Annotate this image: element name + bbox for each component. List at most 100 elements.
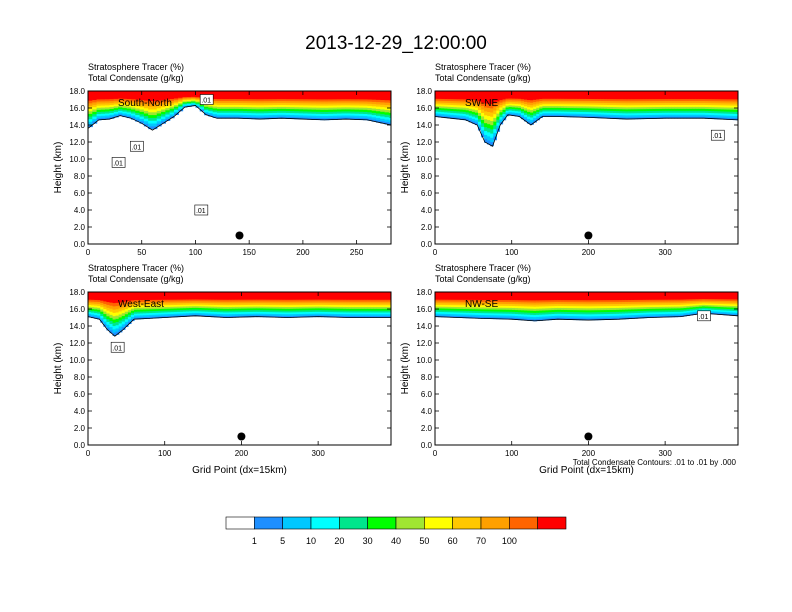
tracer-cell	[302, 100, 308, 104]
tracer-cell	[717, 114, 721, 118]
tracer-cell	[278, 301, 282, 304]
tracer-cell	[385, 313, 390, 317]
tracer-cell	[341, 102, 347, 106]
tracer-cell	[514, 309, 519, 313]
tracer-cell	[646, 112, 651, 116]
tracer-cell	[226, 299, 230, 302]
tracer-cell	[471, 314, 476, 317]
tracer-cell	[302, 98, 308, 102]
tracer-cell	[563, 113, 568, 116]
tracer-cell	[471, 312, 476, 315]
tracer-cell	[376, 308, 381, 311]
tracer-cell	[637, 314, 642, 317]
tracer-cell	[582, 111, 586, 114]
tracer-cell	[658, 311, 663, 315]
tracer-cell	[625, 303, 629, 306]
tracer-cell	[514, 307, 519, 311]
tracer-cell	[380, 104, 386, 108]
tracer-cell	[566, 105, 571, 109]
tracer-cell	[484, 91, 488, 104]
tracer-cell	[441, 292, 445, 300]
tracer-cell	[701, 307, 706, 310]
tracer-cell	[345, 315, 350, 318]
tracer-cell	[609, 299, 614, 303]
tracer-cell	[456, 304, 461, 308]
tracer-cell	[625, 307, 629, 310]
tracer-cell	[167, 306, 172, 309]
tracer-cell	[695, 292, 700, 300]
tracer-cell	[566, 299, 571, 303]
contour-label-box	[199, 94, 214, 105]
tracer-cell	[143, 105, 149, 109]
tracer-cell	[126, 110, 132, 113]
tracer-cell	[275, 306, 279, 309]
tracer-cell	[735, 302, 738, 305]
tracer-cell	[493, 311, 497, 314]
tracer-cell	[216, 304, 221, 307]
tracer-cell	[619, 315, 623, 318]
tracer-cell	[447, 108, 451, 111]
tracer-cell	[520, 91, 525, 100]
tracer-cell	[143, 100, 149, 104]
tracer-cell	[548, 301, 553, 305]
tracer-cell	[474, 117, 479, 121]
y-axis-label: Height (km)	[53, 343, 64, 395]
tracer-cell	[161, 303, 166, 306]
tracer-cell	[192, 292, 196, 300]
tracer-cell	[643, 292, 648, 300]
tracer-cell	[465, 101, 470, 104]
tracer-cell	[265, 292, 270, 300]
tracer-cell	[729, 105, 734, 108]
tracer-cell	[170, 315, 175, 318]
tracer-cell	[726, 103, 731, 106]
tracer-cell	[517, 305, 522, 309]
tracer-cell	[453, 108, 458, 112]
tracer-cell	[474, 107, 479, 111]
tracer-cell	[640, 316, 645, 319]
tracer-cell	[576, 105, 580, 109]
tracer-cell	[619, 98, 623, 102]
tracer-cell	[514, 108, 519, 112]
tracer-cell	[363, 117, 368, 121]
tracer-cell	[616, 116, 620, 120]
tracer-cell	[307, 98, 313, 102]
tracer-cell	[609, 112, 614, 115]
tracer-cell	[477, 307, 482, 310]
tracer-cell	[156, 100, 162, 104]
tracer-cell	[468, 112, 473, 116]
tracer-cell	[499, 311, 504, 314]
tracer-cell	[296, 292, 301, 300]
tracer-cell	[591, 313, 596, 317]
tracer-cell	[570, 109, 574, 112]
tracer-cell	[502, 311, 507, 314]
tracer-cell	[345, 310, 350, 313]
tracer-cell	[557, 100, 562, 103]
tracer-cell	[658, 313, 663, 316]
tracer-cell	[198, 310, 203, 314]
tracer-cell	[499, 91, 504, 101]
tracer-cell	[130, 102, 136, 106]
tracer-cell	[238, 104, 244, 107]
tracer-cell	[579, 301, 583, 305]
tracer-cell	[450, 114, 455, 117]
tracer-cell	[729, 115, 734, 118]
tracer-cell	[662, 106, 666, 109]
tracer-cell	[628, 305, 632, 308]
tracer-cell	[259, 112, 265, 116]
tracer-cell	[658, 100, 663, 104]
tracer-cell	[514, 317, 519, 320]
tracer-cell	[238, 315, 243, 318]
tracer-cell	[527, 109, 531, 112]
tracer-cell	[350, 115, 356, 118]
tracer-cell	[345, 98, 351, 102]
tracer-cell	[173, 311, 178, 314]
tracer-cell	[375, 113, 381, 116]
tracer-cell	[109, 110, 115, 113]
tracer-cell	[447, 104, 451, 107]
tracer-cell	[262, 309, 267, 312]
tracer-cell	[701, 300, 706, 302]
tracer-cell	[671, 116, 675, 119]
tracer-cell	[502, 307, 507, 310]
tracer-cell	[345, 91, 351, 100]
tracer-cell	[130, 312, 135, 315]
